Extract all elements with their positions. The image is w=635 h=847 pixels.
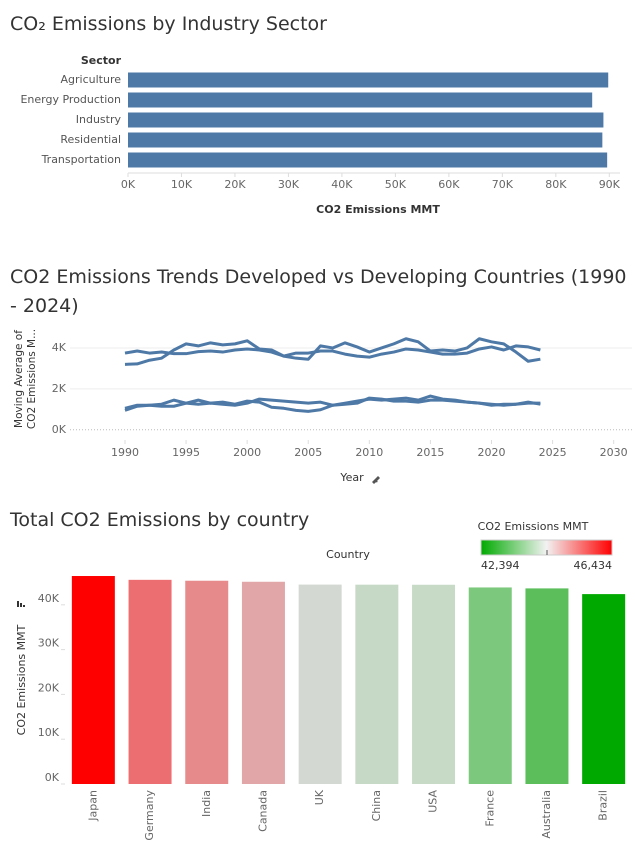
y-tick-label: 2K	[52, 382, 67, 395]
x-tick-label: Japan	[86, 790, 99, 822]
bar	[128, 72, 609, 88]
x-tick-label: Brazil	[597, 790, 610, 821]
legend-title: CO2 Emissions MMT	[478, 520, 589, 533]
x-tick-label: 2015	[416, 446, 444, 459]
x-tick-label: UK	[313, 789, 326, 805]
x-tick-label: Germany	[143, 790, 156, 841]
x-tick-label: 2005	[294, 446, 322, 459]
x-tick-label: 2030	[600, 446, 628, 459]
x-tick-label: 20K	[224, 178, 246, 191]
x-tick-label: 2010	[355, 446, 383, 459]
bar	[525, 588, 569, 784]
bar	[582, 594, 626, 784]
x-tick-label: 2020	[478, 446, 506, 459]
x-axis-title: CO2 Emissions MMT	[316, 203, 440, 216]
bar	[128, 579, 172, 784]
sort-icon	[17, 601, 25, 607]
y-tick-label: 0K	[52, 423, 67, 436]
bar	[412, 584, 456, 784]
x-tick-label: 30K	[278, 178, 300, 191]
x-tick-label: Canada	[256, 790, 269, 832]
x-tick-label: 1995	[172, 446, 200, 459]
y-tick-label: 4K	[52, 341, 67, 354]
chart-title: CO2 Emissions Trends Developed vs Develo…	[10, 266, 627, 317]
bar	[468, 587, 512, 784]
x-tick-label: India	[200, 790, 213, 817]
x-tick-label: 40K	[331, 178, 353, 191]
x-tick-label: 0K	[121, 178, 136, 191]
series-line	[124, 396, 541, 413]
y-tick-label: Energy Production	[20, 93, 121, 106]
series-line	[124, 344, 541, 359]
bar	[241, 581, 285, 784]
x-tick-label: China	[370, 790, 383, 821]
bar	[71, 576, 115, 784]
x-tick-label: France	[483, 790, 496, 827]
pin-icon	[372, 476, 380, 484]
x-axis-title: Year	[339, 471, 364, 484]
chart-title: Total CO2 Emissions by country	[10, 509, 310, 531]
bar	[185, 580, 229, 784]
legend-min-label: 42,394	[481, 559, 520, 572]
x-tick-label: Australia	[540, 790, 553, 839]
x-tick-label: 2025	[539, 446, 567, 459]
y-tick-label: 40K	[38, 592, 60, 605]
x-tick-label: 70K	[492, 178, 514, 191]
y-tick-label: 10K	[38, 726, 60, 739]
y-axis-title: Moving Average of CO2 Emissions M...	[13, 328, 38, 430]
category-header: Country	[326, 548, 370, 561]
bar	[355, 584, 399, 784]
y-tick-label: Industry	[76, 113, 122, 126]
x-tick-label: 60K	[438, 178, 460, 191]
y-tick-label: 0K	[45, 771, 60, 784]
series-line	[124, 337, 541, 366]
bar	[128, 152, 608, 168]
y-axis-title: CO2 Emissions MMT	[15, 624, 28, 735]
x-tick-label: 90K	[599, 178, 621, 191]
bar	[128, 132, 603, 148]
x-tick-label: 1990	[111, 446, 139, 459]
x-tick-label: 10K	[171, 178, 193, 191]
x-tick-label: 2000	[233, 446, 261, 459]
x-tick-label: 50K	[385, 178, 407, 191]
bar	[128, 112, 604, 128]
x-tick-label: USA	[427, 790, 440, 813]
y-tick-label: Agriculture	[61, 73, 122, 86]
bar	[298, 584, 342, 784]
y-tick-label: Transportation	[41, 153, 121, 166]
chart-title: CO₂ Emissions by Industry Sector	[10, 13, 327, 35]
x-tick-label: 80K	[545, 178, 567, 191]
legend-max-label: 46,434	[574, 559, 613, 572]
y-tick-label: 30K	[38, 637, 60, 650]
bar	[128, 92, 593, 108]
category-header: Sector	[81, 54, 122, 67]
y-tick-label: 20K	[38, 681, 60, 694]
y-tick-label: Residential	[60, 133, 121, 146]
